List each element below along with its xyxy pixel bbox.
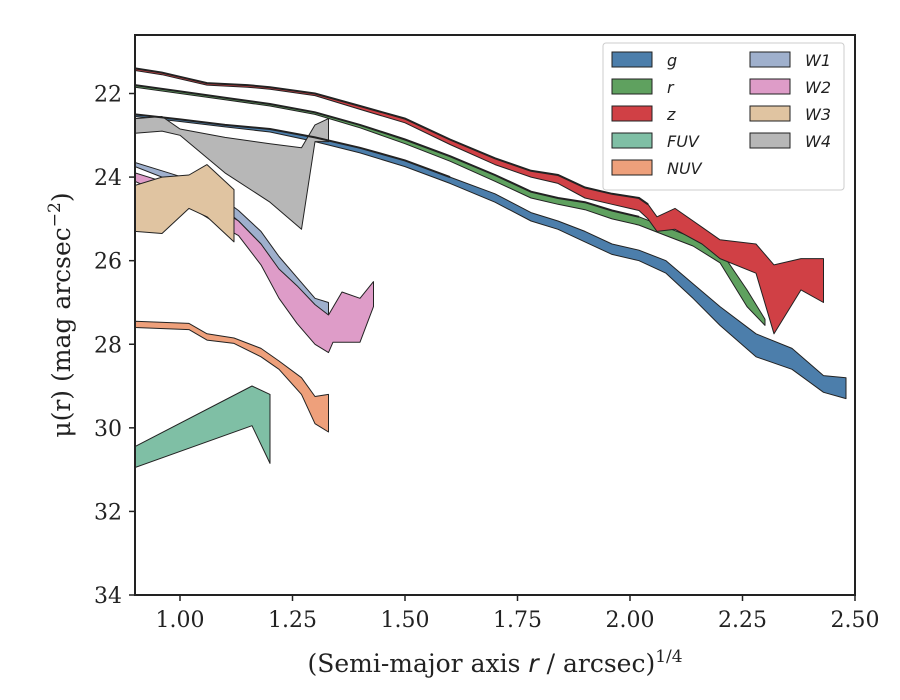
legend-label-g: g	[667, 51, 677, 70]
profile-outlines	[135, 67, 649, 218]
outline-z	[135, 67, 649, 206]
y-axis-title: μ(r) (mag arcsec−2)	[45, 192, 76, 437]
legend-label-z: z	[666, 105, 676, 124]
legend-label-w2: W2	[805, 78, 831, 97]
legend-swatch-w2	[749, 78, 791, 95]
legend-label-w3: W3	[805, 105, 831, 124]
y-tick-label: 28	[94, 333, 122, 358]
x-axis-title: (Semi-major axis r / arcsec)1/4	[307, 647, 682, 678]
legend-swatch-fuv	[611, 132, 653, 149]
legend-swatch-z	[611, 105, 653, 122]
y-tick-label: 34	[94, 584, 122, 609]
band-w4	[135, 116, 329, 230]
x-tick-label: 1.50	[381, 608, 430, 633]
band-fuv	[135, 385, 271, 468]
legend-label-fuv: FUV	[667, 132, 700, 151]
plot-frame	[134, 34, 856, 596]
outline-g	[135, 113, 451, 179]
legend-swatch-nuv	[611, 159, 653, 176]
legend-swatch-g	[611, 51, 653, 68]
x-tick-label: 2.00	[606, 608, 655, 633]
legend-swatch-w3	[749, 105, 791, 122]
legend-swatch-r	[611, 78, 653, 95]
legend-swatch-w4	[749, 132, 791, 149]
x-tick-label: 2.50	[831, 608, 880, 633]
x-tick-label: 1.00	[156, 608, 205, 633]
x-axis-ticks: 1.00 1.25 1.50 1.75 2.00 2.25 2.50	[156, 595, 880, 633]
x-tick-label: 2.25	[718, 608, 767, 633]
legend-label-w1: W1	[805, 51, 831, 70]
legend-swatch-w1	[749, 51, 791, 68]
legend-label-nuv: NUV	[667, 159, 703, 178]
x-tick-label: 1.75	[493, 608, 542, 633]
y-axis-ticks: 22 24 26 28 30 32 34	[94, 83, 135, 609]
y-tick-label: 24	[94, 166, 122, 191]
y-tick-label: 26	[94, 250, 122, 275]
band-w3	[135, 164, 235, 243]
legend: grz FUV NUV W1 W2 W3 W4	[602, 42, 845, 191]
outline-r	[135, 84, 640, 218]
legend-label-w4: W4	[805, 132, 831, 151]
x-tick-label: 1.25	[268, 608, 317, 633]
y-tick-label: 32	[94, 500, 122, 525]
y-tick-label: 30	[94, 417, 122, 442]
legend-label-r: r	[667, 78, 675, 97]
band-nuv	[135, 320, 329, 433]
y-tick-label: 22	[94, 83, 122, 108]
